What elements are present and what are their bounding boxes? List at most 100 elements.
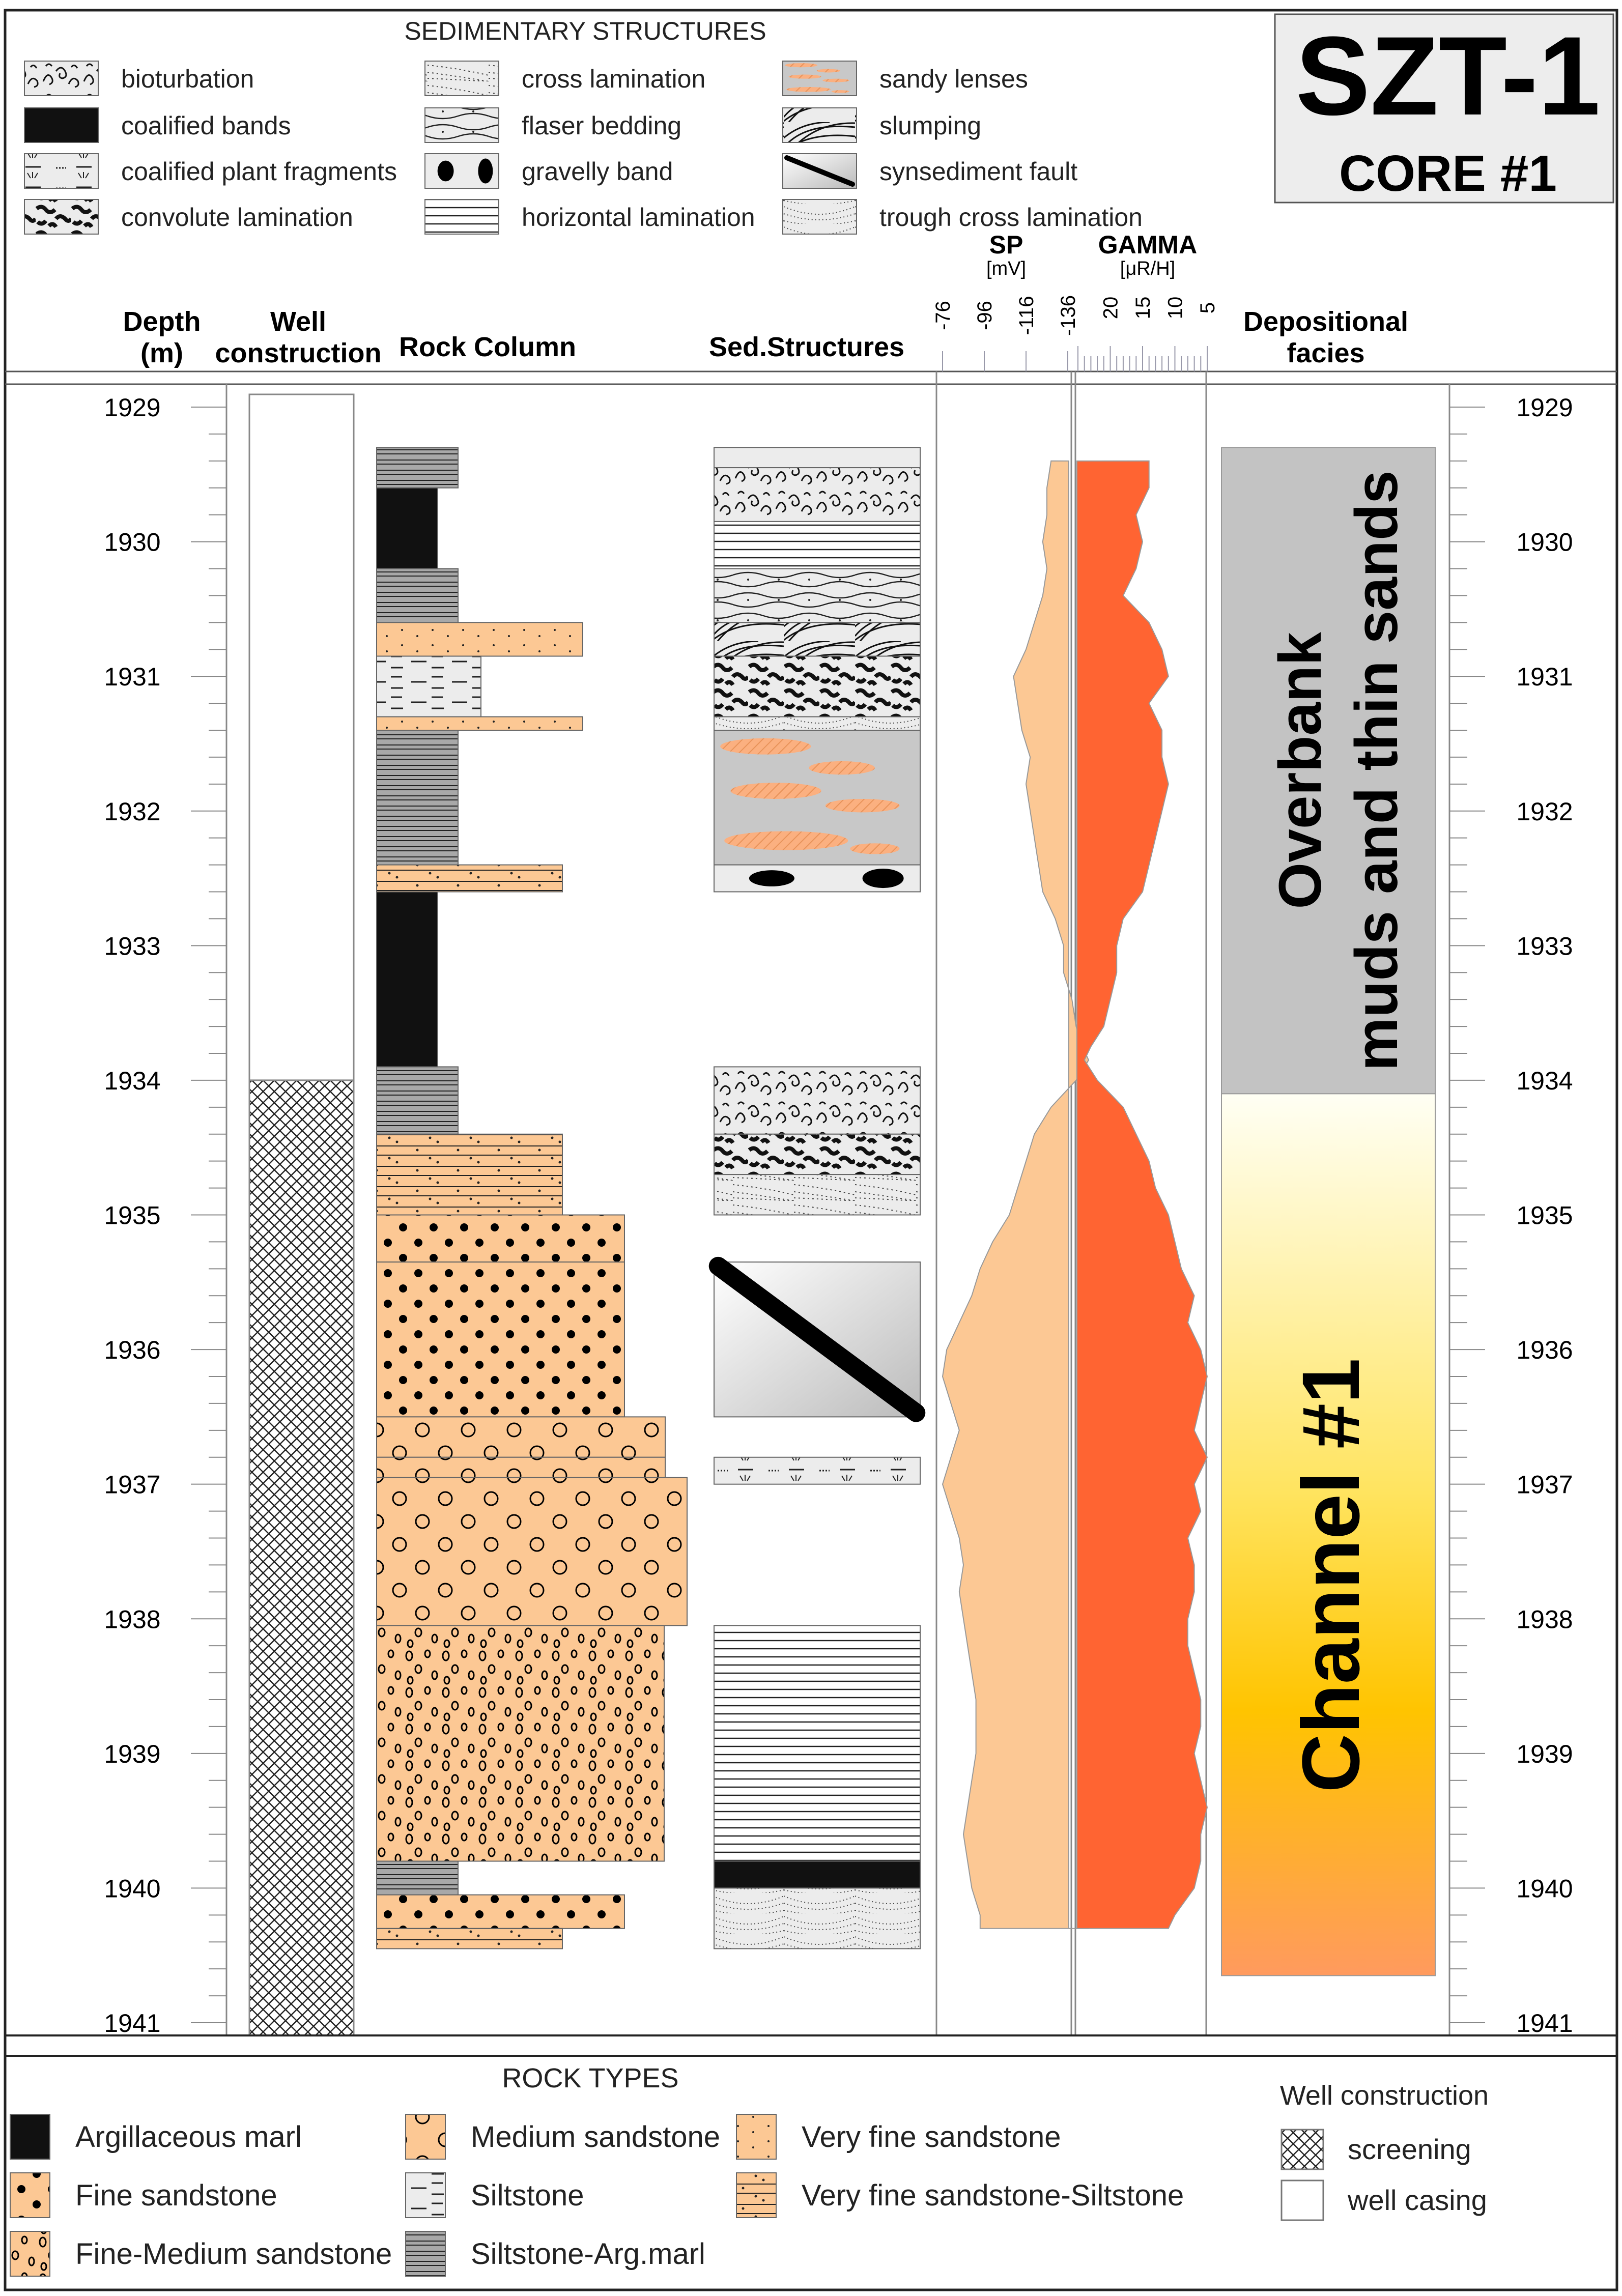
header-sed-structures: Sed.Structures: [709, 332, 904, 362]
depth-tick-label-right: 1936: [1516, 1336, 1573, 1364]
sed-legend-label: trough cross lamination: [879, 203, 1143, 232]
well-casing: [248, 393, 355, 1081]
header-gamma-unit: [μR/H]: [1120, 258, 1175, 279]
rock-legend-swatch-silt: [405, 2172, 446, 2218]
header-sp-unit: [mV]: [986, 258, 1026, 279]
depth-tick-label-left: 1936: [104, 1336, 160, 1364]
sed-structure-trough: [714, 716, 921, 731]
gamma-tick-label: 5: [1197, 302, 1219, 313]
depth-tick-label-right: 1939: [1516, 1740, 1573, 1768]
rock-column: [376, 447, 688, 1949]
rock-bed-vfsand: [376, 716, 583, 731]
rock-bed-medium: [376, 1477, 688, 1626]
rock-legend-label: Fine sandstone: [75, 2179, 277, 2212]
sed-structure-horizlam: [714, 1625, 921, 1862]
column-headers: Depth (m) Well construction Rock Column …: [123, 231, 1409, 368]
sed-legend-label: convolute lamination: [121, 203, 353, 232]
gamma-tick-label: 20: [1100, 297, 1122, 320]
gamma-log-track: 20 15 10 5: [1076, 297, 1219, 1929]
well-legend-label: well casing: [1347, 2184, 1487, 2216]
sed-legend-swatch-coalband: [24, 107, 99, 143]
rock-bed-silt: [376, 655, 481, 718]
sed-legend-label: coalified bands: [121, 111, 291, 140]
header-facies: Depositional: [1243, 306, 1408, 337]
depth-tick-label-left: 1940: [104, 1874, 160, 1903]
well-screening: [248, 1079, 355, 2036]
rock-legend-heading: ROCK TYPES: [502, 2063, 678, 2093]
sed-structure-fault: [708, 1256, 926, 1422]
rock-legend-label: Siltstone: [471, 2179, 584, 2212]
facies-overbank-label-2: muds and thin sands: [1343, 470, 1410, 1071]
header-gamma: GAMMA: [1098, 231, 1197, 259]
rock-bed-siltarg: [376, 730, 459, 866]
depth-tick-label-left: 1929: [104, 393, 160, 422]
sed-structure-convolute: [714, 1133, 921, 1175]
rock-legend-label: Medium sandstone: [471, 2120, 720, 2154]
depth-tick-label-left: 1931: [104, 663, 160, 691]
depth-tick-label-right: 1931: [1516, 663, 1573, 691]
sed-legend-swatch-bioturb: [24, 61, 99, 96]
header-well-2: construction: [215, 338, 381, 368]
rock-bed-vfsilt: [376, 1928, 563, 1949]
gamma-tick-label: 15: [1132, 297, 1154, 320]
sed-structure-flaser: [714, 568, 921, 623]
sp-log-track: -76 -96 -116 -136: [932, 295, 1090, 1929]
rock-legend-label: Siltstone-Arg.marl: [471, 2237, 705, 2271]
rock-legend-swatch-siltarg: [405, 2231, 446, 2277]
sed-legend-label: bioturbation: [121, 65, 254, 93]
rock-legend-swatch-vfsand: [736, 2114, 777, 2160]
header-sp: SP: [989, 231, 1023, 259]
sed-structure-trough: [714, 1887, 921, 1949]
sed-legend-label: flaser bedding: [522, 111, 681, 140]
sed-legend-label: horizontal lamination: [522, 203, 755, 232]
depth-tick-label-right: 1941: [1516, 2009, 1573, 2037]
sed-structure-bioturb: [714, 1066, 921, 1135]
facies-overbank-label-1: Overbank: [1267, 632, 1334, 909]
rock-legend-label: Very fine sandstone: [802, 2120, 1061, 2154]
depth-tick-label-left: 1937: [104, 1471, 160, 1499]
well-legend-swatch-casing: [1280, 2179, 1324, 2221]
rock-bed-fine: [376, 1894, 625, 1929]
rock-legend-swatch-vfsilt: [736, 2172, 777, 2218]
header-rock-column: Rock Column: [399, 332, 576, 362]
depositional-facies-column: Overbank muds and thin sands Channel #1: [1221, 447, 1436, 1976]
depth-tick-label-right: 1934: [1516, 1067, 1573, 1095]
rock-bed-vfsand: [376, 622, 583, 657]
sp-tick-label: -116: [1015, 296, 1038, 335]
rock-bed-vfsilt: [376, 864, 563, 893]
sed-legend-swatch-fault: [782, 153, 857, 189]
depth-tick-label-left: 1939: [104, 1740, 160, 1768]
well-title: SZT-1: [1296, 13, 1601, 138]
gamma-curve: [1076, 460, 1208, 1929]
header-depth: Depth: [123, 306, 201, 337]
depth-tick-label-left: 1941: [104, 2009, 160, 2037]
depth-tick-label-right: 1932: [1516, 797, 1573, 826]
core-title: CORE #1: [1339, 145, 1557, 202]
sed-legend-label: gravelly band: [522, 157, 673, 186]
sed-structure-plantfrag: [714, 1456, 921, 1485]
rock-legend-swatch-medium: [405, 2114, 446, 2160]
depth-tick-label-left: 1933: [104, 932, 160, 960]
well-construction-legend: Well construction screening well casing: [1280, 2080, 1489, 2221]
depth-tick-label-right: 1937: [1516, 1471, 1573, 1499]
sed-legend-swatch-flaser: [424, 107, 499, 143]
depth-tick-label-left: 1930: [104, 528, 160, 557]
depth-axis-right: 1929 1930 1931 1932 1933 1934 1935 1936 1937 1938…: [1448, 393, 1573, 2037]
sed-legend-swatch-horizlam: [424, 199, 499, 235]
depth-tick-label-right: 1933: [1516, 932, 1573, 960]
well-legend-heading: Well construction: [1280, 2080, 1489, 2111]
depth-tick-label-left: 1934: [104, 1067, 160, 1095]
depth-tick-label-right: 1940: [1516, 1874, 1573, 1903]
sed-legend-swatch-convolute: [24, 199, 99, 235]
header-facies-2: facies: [1287, 338, 1364, 368]
rock-bed-siltarg: [376, 447, 459, 489]
sp-tick-label: -136: [1057, 295, 1079, 336]
sed-structure-slump: [714, 622, 921, 657]
rock-bed-fine: [376, 1261, 625, 1418]
facies-channel: [1221, 1093, 1436, 1976]
facies-overbank: [1221, 447, 1436, 1095]
rock-types-legend: ROCK TYPES Argillaceous marl Fine sandsto…: [10, 2063, 1184, 2277]
well-construction-column: [248, 393, 355, 2036]
